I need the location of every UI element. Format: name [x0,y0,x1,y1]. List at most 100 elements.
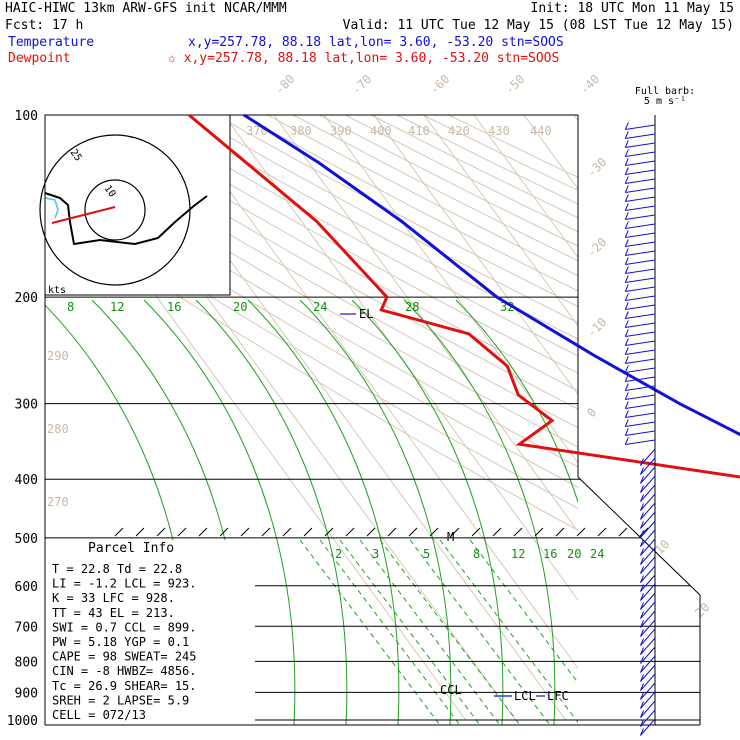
dry-adiabat-line [293,115,578,262]
wind-barb [624,248,656,256]
barb-flag [640,728,644,736]
theta-label: 430 [488,124,510,138]
parcel-info-row: TT = 43 EL = 213. [52,606,175,620]
barb-flag [640,710,644,718]
barb-key-units: 5 m s⁻¹ [644,96,686,107]
wind-barb [640,601,656,619]
barb-staff [640,682,656,700]
mixing-ratio-line [409,539,551,725]
pressure-label-100: 100 [15,109,38,124]
dry-adiabat-line [60,115,578,410]
barb-staff [625,340,656,346]
wind-barb [624,347,656,355]
wind-barb [640,673,656,691]
hodograph-ring-inner [84,179,146,241]
freezing-tick [114,527,124,537]
barb-staff [640,493,656,511]
barb-staff [640,520,656,538]
legend-dewpoint-info: ✩ x,y=257.78, 88.18 lat,lon= 3.60, -53.2… [168,51,559,66]
barb-staff [625,286,656,292]
wind-barb [640,592,656,610]
wind-barb [640,682,656,700]
barb-staff [640,511,656,529]
barb-staff [640,475,656,493]
wind-barb [624,437,656,445]
parcel-info-row: SREH = 2 LAPSE= 5.9 [52,693,189,707]
pressure-axis-labels: 100 200 300 400 500 600 700 800 900 1000 [7,109,38,729]
isotherm-label: 20 [692,600,712,620]
wind-barb [640,700,656,718]
barb-staff [640,529,656,547]
barb-flag [640,620,644,628]
parcel-info-row: CELL = 072/13 [52,708,146,722]
wind-barb [640,574,656,592]
barb-staff [625,124,656,130]
barb-staff [625,250,656,256]
barb-staff [640,673,656,691]
isotherm-label: -80 [272,72,297,97]
parcel-info-row: PW = 5.18 YGP = 0.1 [52,635,189,649]
wind-barb [640,466,656,484]
theta-e-line [195,299,348,725]
isotherm-line [724,115,740,720]
parcel-info-panel [45,540,255,725]
wind-barb [640,637,656,655]
isotherm-line [624,115,740,720]
barb-staff [625,358,656,364]
mixing-ratio-line [379,539,521,725]
theta-label: 270 [47,495,69,509]
dry-adiabat-line [112,115,578,374]
wind-barb [640,646,656,664]
barb-flag [640,503,644,511]
parcel-info-row: LI = -1.2 LCL = 923. [52,577,197,591]
barb-flag [640,494,644,502]
theta-label: 420 [448,124,470,138]
barb-staff [625,151,656,157]
dry-adiabat-lines [45,115,578,531]
wind-barb [624,203,656,211]
pressure-label-600: 600 [15,580,38,595]
ccl-label: CCL [440,683,462,697]
isotherm-label: 0 [584,405,599,420]
barb-flag [624,383,629,391]
barb-staff [625,196,656,202]
dewpoint-profile [188,113,740,479]
wind-barb [624,320,656,328]
isotherm-label: -50 [502,72,527,97]
barb-staff [640,718,656,736]
isotherm-line [373,115,578,396]
barb-staff [625,349,656,355]
barb-flag [624,266,629,274]
barb-flag [624,248,629,256]
mixing-ratio-label: 24 [590,547,604,561]
dry-adiabat-line [370,115,578,219]
wind-barb [624,158,656,166]
wind-barb [640,511,656,529]
mixing-ratio-line [469,539,578,684]
theta-label: 440 [530,124,552,138]
barb-flag [640,521,644,529]
wind-barb [624,329,656,337]
wind-barb [640,628,656,646]
barb-staff [625,394,656,400]
barb-flag [624,167,629,175]
theta-label: 410 [408,124,430,138]
legend-dewpoint: Dewpoint [8,51,71,66]
barb-staff [640,466,656,484]
isotherm-label: -10 [584,315,609,340]
dry-adiabat-line [189,115,578,324]
mixing-ratio-line [359,539,501,725]
mixing-ratio-label: 16 [543,547,557,561]
barb-staff [640,700,656,718]
barb-staff [640,628,656,646]
freezing-tick [555,527,565,537]
theta-e-line [455,299,578,504]
barb-flag [624,374,629,382]
barb-flag [640,575,644,583]
barb-flag [624,392,629,400]
wind-barb [640,610,656,628]
parcel-info-row: CAPE = 98 SWEAT= 245 [52,650,197,664]
dry-adiabat-line [45,190,578,509]
freezing-tick [240,527,250,537]
barb-staff [625,430,656,436]
